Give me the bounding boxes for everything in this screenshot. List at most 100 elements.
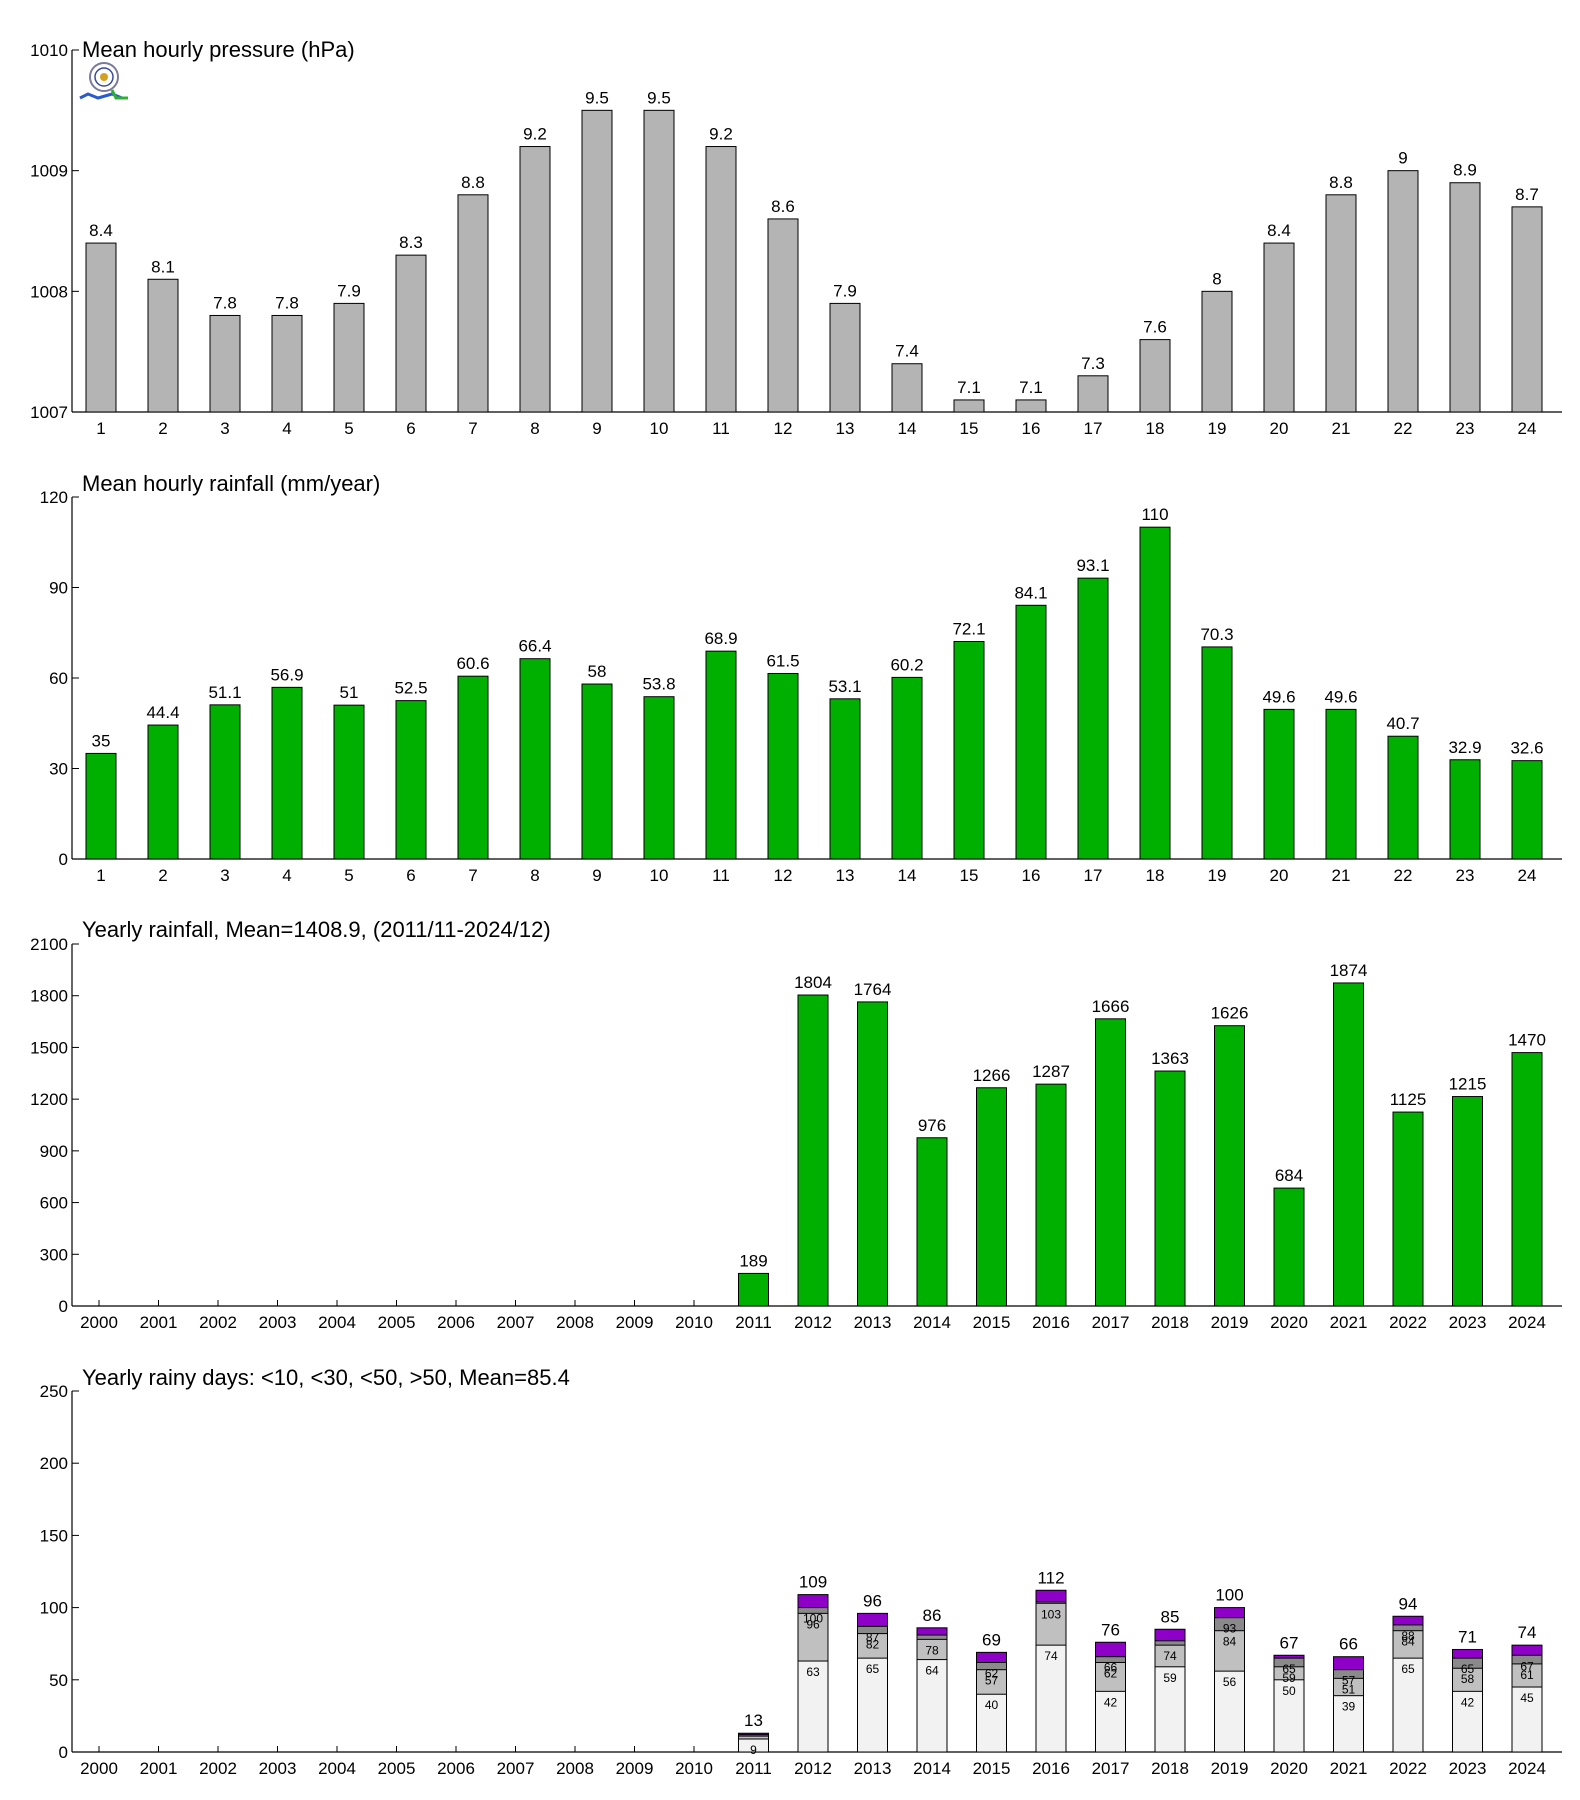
- bar: [85, 242, 117, 413]
- bar: [1511, 1052, 1543, 1307]
- bar: [767, 218, 799, 413]
- bar: [1325, 194, 1357, 413]
- y-tick-label: 1800: [30, 987, 68, 1006]
- y-tick-label: 900: [40, 1142, 68, 1161]
- bar: [643, 109, 675, 413]
- y-tick-label: 1009: [30, 162, 68, 181]
- x-tick-label: 2005: [378, 1759, 416, 1778]
- x-tick-label: 11: [712, 419, 730, 438]
- bar: [457, 194, 489, 413]
- bar: [395, 254, 427, 413]
- x-tick-label: 19: [1208, 419, 1227, 438]
- bar-value-label: 8.7: [1515, 185, 1539, 204]
- segment-label: 74: [1163, 1649, 1177, 1663]
- bar-total-label: 69: [982, 1630, 1001, 1649]
- segment-label: 64: [925, 1664, 939, 1678]
- x-tick-label: 2000: [80, 1313, 118, 1332]
- y-tick-label: 200: [40, 1454, 68, 1473]
- x-tick-label: 4: [282, 866, 291, 885]
- x-tick-label: 10: [650, 419, 669, 438]
- x-tick-label: 2002: [199, 1759, 237, 1778]
- bar-value-label: 1874: [1330, 961, 1368, 980]
- segment-label: 78: [925, 1643, 939, 1657]
- x-tick-label: 2008: [556, 1313, 594, 1332]
- stacked-bar-segment: [976, 1693, 1007, 1753]
- segment-label: 84: [1401, 1635, 1415, 1649]
- segment-label: 93: [1223, 1622, 1237, 1636]
- bar-value-label: 53.8: [642, 675, 675, 694]
- bar-value-label: 68.9: [704, 629, 737, 648]
- bar: [767, 672, 799, 860]
- segment-label: 66: [1104, 1661, 1118, 1675]
- segment-label: 42: [1104, 1695, 1118, 1709]
- bar: [1325, 708, 1357, 860]
- x-tick-label: 24: [1518, 419, 1537, 438]
- bar: [1214, 1025, 1245, 1307]
- x-tick-label: 2002: [199, 1313, 237, 1332]
- y-tick-label: 30: [49, 760, 68, 779]
- chart-title: Mean hourly pressure (hPa): [82, 37, 355, 62]
- x-tick-label: 24: [1518, 866, 1537, 885]
- stacked-bar-segment: [1333, 1695, 1364, 1753]
- bar: [1077, 577, 1109, 860]
- bar: [1139, 339, 1171, 413]
- segment-label: 9: [750, 1743, 757, 1757]
- y-tick-label: 1008: [30, 282, 68, 301]
- x-tick-label: 2016: [1032, 1759, 1070, 1778]
- segment-label: 57: [985, 1674, 999, 1688]
- segment-label: 74: [1044, 1649, 1058, 1663]
- x-tick-label: 2020: [1270, 1313, 1308, 1332]
- x-tick-label: 2012: [794, 1313, 832, 1332]
- x-tick-label: 2011: [735, 1759, 772, 1778]
- chart-title: Mean hourly rainfall (mm/year): [82, 471, 380, 496]
- bar: [1387, 735, 1419, 860]
- x-tick-label: 2023: [1449, 1313, 1487, 1332]
- bar: [976, 1087, 1007, 1307]
- x-tick-label: 2014: [913, 1759, 951, 1778]
- bar: [271, 314, 303, 413]
- x-tick-label: 9: [592, 419, 601, 438]
- bar: [1139, 526, 1171, 860]
- bar-value-label: 32.6: [1510, 739, 1543, 758]
- x-tick-label: 2023: [1449, 1759, 1487, 1778]
- segment-label: 87: [866, 1630, 880, 1644]
- bar: [519, 146, 551, 413]
- bar-total-label: 13: [744, 1711, 763, 1730]
- x-tick-label: 2: [158, 866, 167, 885]
- bar: [829, 302, 861, 413]
- segment-label: 63: [806, 1665, 820, 1679]
- x-tick-label: 10: [650, 866, 669, 885]
- bar: [1449, 182, 1481, 413]
- bar: [1201, 646, 1233, 860]
- bar-value-label: 8.8: [461, 173, 485, 192]
- x-tick-label: 2020: [1270, 1759, 1308, 1778]
- segment-label: 65: [1461, 1662, 1475, 1676]
- bar-value-label: 72.1: [952, 619, 985, 638]
- x-tick-label: 9: [592, 866, 601, 885]
- x-tick-label: 2005: [378, 1313, 416, 1332]
- x-tick-label: 6: [406, 866, 415, 885]
- chart-title: Yearly rainy days: <10, <30, <50, >50, M…: [82, 1365, 570, 1390]
- x-tick-label: 2015: [973, 1759, 1011, 1778]
- bar-value-label: 9.5: [585, 88, 609, 107]
- x-tick-label: 2004: [318, 1759, 356, 1778]
- bar: [1095, 1018, 1126, 1307]
- x-tick-label: 2022: [1389, 1759, 1427, 1778]
- x-tick-label: 2008: [556, 1759, 594, 1778]
- stacked-bar-segment: [1392, 1657, 1424, 1753]
- bar-value-label: 8.4: [89, 221, 113, 240]
- x-tick-label: 15: [960, 419, 979, 438]
- stacked-bar-segment: [1273, 1679, 1305, 1753]
- stacked-bar-segment: [1511, 1686, 1543, 1753]
- x-tick-label: 4: [282, 419, 291, 438]
- bar-value-label: 110: [1141, 505, 1168, 524]
- bar-total-label: 66: [1339, 1635, 1358, 1654]
- bar-value-label: 49.6: [1262, 687, 1295, 706]
- y-tick-label: 600: [40, 1194, 68, 1213]
- stacked-bar-segment: [1035, 1644, 1067, 1753]
- bar-value-label: 8.4: [1267, 221, 1291, 240]
- bar: [1263, 242, 1295, 413]
- segment-label: 58: [1461, 1672, 1475, 1686]
- bar: [1015, 604, 1047, 860]
- bar-value-label: 8.1: [151, 257, 175, 276]
